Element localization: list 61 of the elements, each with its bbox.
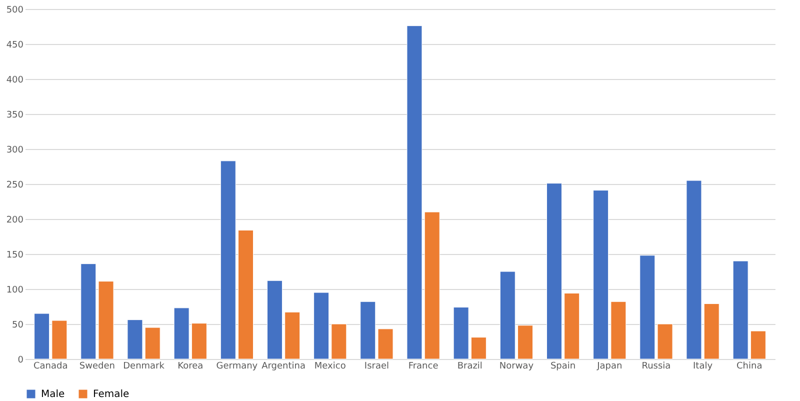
bar	[564, 292, 580, 360]
x-tick-label: Sweden	[79, 362, 115, 372]
x-tick-label: France	[408, 362, 439, 372]
y-tick-label: 0	[18, 356, 24, 366]
bar	[657, 324, 673, 360]
bar	[34, 313, 50, 360]
x-tick-label: Spain	[550, 362, 576, 372]
y-tick-label: 300	[6, 146, 24, 156]
y-tick-label: 50	[12, 320, 24, 330]
bar	[424, 212, 440, 360]
bar	[610, 301, 626, 360]
y-tick-label: 450	[6, 40, 24, 50]
bar	[518, 325, 534, 360]
bar	[331, 324, 347, 360]
legend-label: Male	[41, 389, 65, 400]
bar	[98, 281, 114, 360]
bar	[470, 337, 486, 360]
x-tick-label: Germany	[216, 362, 258, 372]
y-tick-label: 200	[6, 216, 24, 226]
x-tick-label: China	[736, 362, 762, 372]
bar	[174, 308, 190, 360]
bar	[686, 180, 702, 360]
bar	[360, 301, 376, 360]
bar	[144, 327, 160, 360]
bar	[406, 26, 422, 360]
x-tick-label: Japan	[596, 362, 622, 372]
x-tick-label: Brazil	[457, 362, 482, 372]
bar	[284, 312, 300, 360]
x-tick-label: Italy	[693, 362, 714, 372]
bar	[220, 160, 236, 360]
x-tick-label: Russia	[642, 362, 671, 372]
y-tick-label: 350	[6, 110, 24, 120]
bar	[378, 328, 394, 360]
bar	[704, 303, 720, 360]
bar	[453, 306, 469, 360]
bar	[314, 292, 330, 360]
bar	[52, 320, 68, 360]
bar	[127, 320, 143, 360]
bar	[191, 323, 207, 360]
bar	[266, 280, 282, 360]
y-tick-label: 500	[6, 6, 24, 16]
x-tick-label: Israel	[364, 362, 390, 372]
x-tick-label: Mexico	[314, 362, 346, 372]
x-tick-label: Korea	[178, 362, 204, 372]
x-tick-label: Canada	[33, 362, 68, 372]
y-tick-label: 250	[6, 180, 24, 190]
y-tick-label: 100	[6, 286, 24, 296]
bar	[732, 260, 748, 360]
bar	[546, 183, 562, 360]
bar	[750, 330, 766, 360]
legend-label: Female	[93, 389, 130, 400]
y-tick-label: 400	[6, 76, 24, 86]
bar	[500, 271, 516, 360]
bar	[238, 230, 254, 360]
y-tick-label: 150	[6, 250, 24, 260]
bar	[593, 190, 609, 360]
bar	[640, 255, 656, 360]
x-tick-label: Denmark	[123, 362, 166, 372]
bar	[80, 264, 96, 360]
x-tick-label: Norway	[499, 362, 534, 372]
x-tick-label: Argentina	[262, 362, 306, 372]
